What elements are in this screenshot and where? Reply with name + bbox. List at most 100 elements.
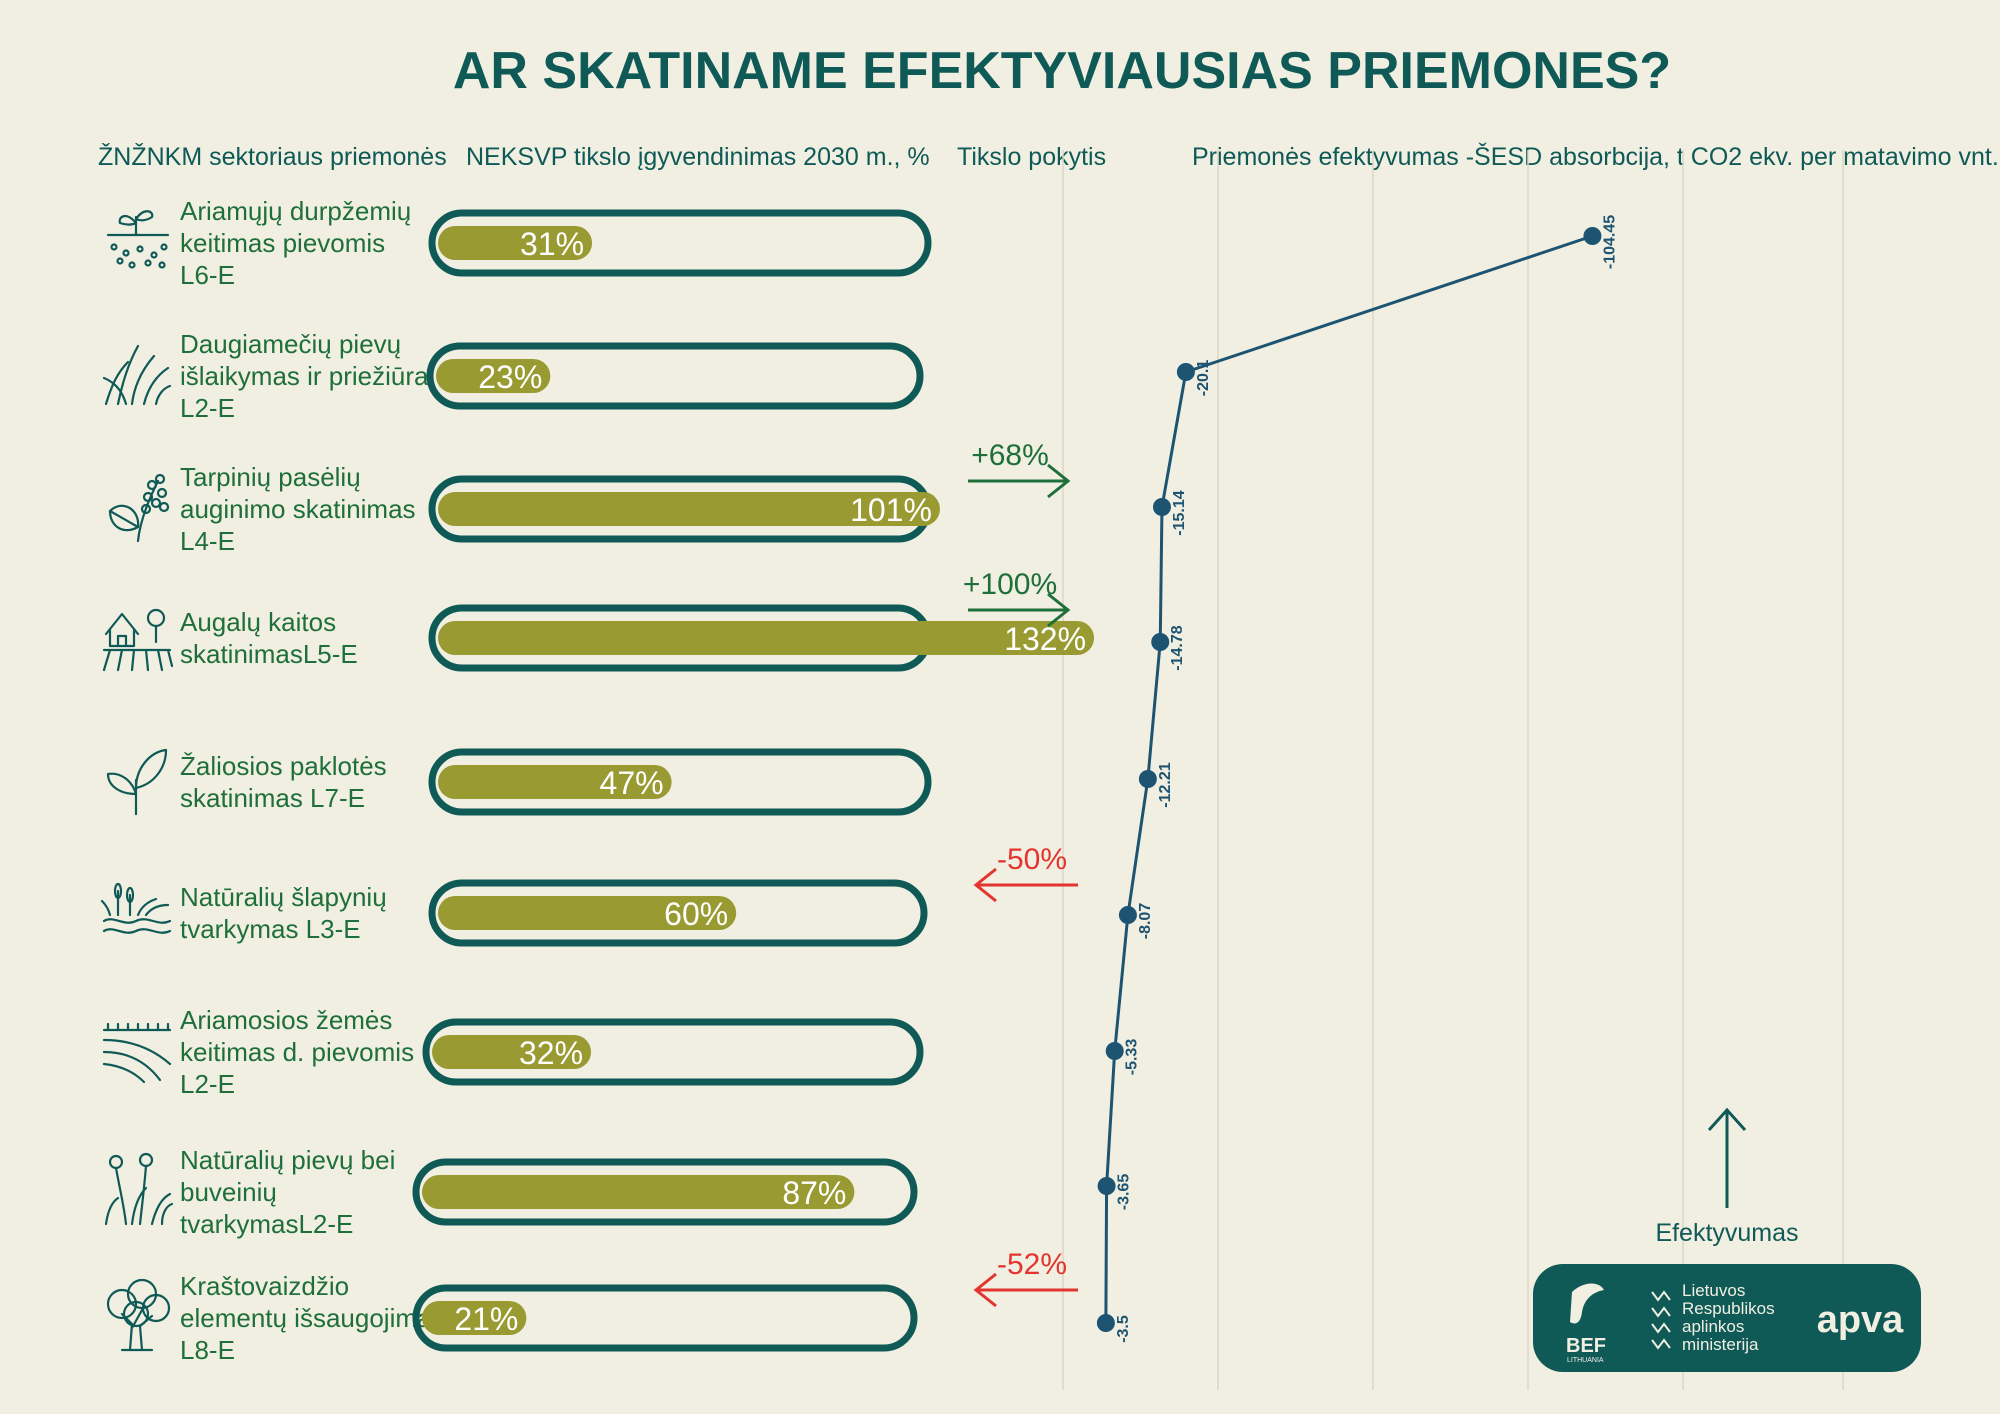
measure-label-line: Ariamosios žemės — [180, 1005, 392, 1035]
goal-bar-frame — [428, 209, 932, 277]
measure-label-line: Natūralių pievų bei — [180, 1145, 395, 1175]
measure-label-line: Natūralių šlapynių — [180, 882, 387, 912]
bef-logo-text: BEF — [1566, 1335, 1606, 1357]
efficiency-point — [1097, 1177, 1116, 1195]
efficiency-point — [1151, 633, 1170, 651]
seedling-icon — [106, 748, 168, 816]
goal-change-label: +68% — [971, 439, 1049, 472]
goal-bar-value-label: 32% — [519, 1035, 583, 1071]
efficiency-value-label: -12.21 — [1157, 762, 1174, 807]
measure-label-line: Tarpinių pasėlių — [180, 462, 361, 492]
goal-bar-value-label: 47% — [600, 765, 664, 801]
measure-label-line: elementų išsaugojimas — [180, 1303, 444, 1333]
goal-bar-fill — [438, 621, 1095, 655]
measure-label-line: Daugiamečių pievų — [180, 329, 401, 359]
goal-change: +68% — [968, 439, 1071, 499]
farm-field-icon — [102, 608, 174, 672]
goal-bar-frame — [428, 879, 928, 947]
measure-label-line: L6-E — [180, 260, 235, 290]
goal-change-arrows: +68% +100% -50% -52% — [963, 439, 1078, 1308]
efficiency-gridlines — [1062, 150, 1844, 1390]
bef-logo: BEF LITHUANIA — [1566, 1283, 1606, 1364]
goal-bar-fill — [432, 1035, 592, 1069]
efficiency-value-label: -104.45 — [1601, 215, 1618, 269]
soil-sprout-icon — [106, 210, 170, 269]
goal-bar-value-label: 21% — [454, 1301, 518, 1337]
efficiency-point — [1118, 906, 1137, 924]
bird-icon — [1570, 1283, 1604, 1324]
efficiency-value-label: -3.5 — [1115, 1315, 1132, 1343]
wetland-icon — [100, 882, 172, 934]
goal-bar-fill — [438, 492, 940, 526]
goal-change: +100% — [963, 568, 1071, 628]
goal-bar-value-label: 101% — [850, 492, 932, 528]
measure-label-line: išlaikymas ir priežiūra — [180, 361, 429, 391]
efficiency-point — [1096, 1314, 1115, 1332]
efficiency-line — [1104, 234, 1593, 1324]
goal-bar-frame — [426, 342, 924, 410]
logo-panel: BEF LITHUANIA Lietuvos Respublikos aplin… — [1533, 1264, 1921, 1372]
grass-icon — [102, 344, 172, 406]
plowed-field-icon — [102, 1022, 172, 1084]
ministry-line: Lietuvos — [1682, 1281, 1745, 1300]
goal-bar-fill — [438, 226, 593, 260]
meadow-flowers-icon — [104, 1152, 174, 1226]
tree-icon — [106, 1278, 171, 1352]
efficiency-point — [1583, 227, 1602, 245]
goal-bar-value-label: 132% — [1004, 621, 1086, 657]
bef-logo-subtext: LITHUANIA — [1567, 1357, 1604, 1364]
efficiency-point — [1138, 770, 1157, 788]
header-measures: ŽNŽNKM sektoriaus priemonės — [98, 142, 447, 171]
efficiency-label: Efektyvumas — [1655, 1219, 1798, 1247]
efficiency-axis-note: Efektyvumas — [1655, 1107, 1799, 1247]
goal-bar-value-label: 87% — [782, 1175, 846, 1211]
arrow-head-icon — [1047, 592, 1071, 628]
measure-label-line: L2-E — [180, 393, 235, 423]
efficiency-point — [1105, 1042, 1124, 1060]
goal-change-label: -52% — [997, 1248, 1067, 1281]
goal-change-label: +100% — [963, 568, 1057, 601]
efficiency-value-label: -14.78 — [1169, 625, 1186, 670]
measure-label-line: Žaliosios paklotės — [180, 751, 387, 781]
plant-leaf-icon — [108, 473, 170, 543]
efficiency-value-label: -15.14 — [1171, 490, 1188, 535]
goal-change: -52% — [973, 1248, 1078, 1308]
arrow-head-icon — [1047, 463, 1071, 499]
goal-bar-frame — [412, 1284, 918, 1352]
measure-label-line: keitimas pievomis — [180, 228, 385, 258]
goal-bar-fill — [436, 359, 551, 393]
ministry-emblem-icon — [1651, 1290, 1671, 1350]
goal-bar-fill — [422, 1175, 855, 1209]
goal-bar-frame — [412, 1158, 918, 1226]
header-goal: NEKSVP tikslo įgyvendinimas 2030 m., % — [466, 143, 930, 171]
arrow-head-icon — [973, 1272, 997, 1308]
ministry-line: ministerija — [1682, 1335, 1759, 1354]
efficiency-value-label: -8.07 — [1137, 903, 1154, 940]
goal-bar-fill — [438, 896, 737, 930]
goal-bar-value-label: 23% — [478, 359, 542, 395]
goal-bar-fill — [438, 765, 672, 799]
ministry-line: aplinkos — [1682, 1317, 1744, 1336]
apva-logo-text: apva — [1817, 1299, 1904, 1341]
measure-row: Natūralių pievų beibuveiniųtvarkymasL2-E… — [104, 1145, 918, 1239]
header-efficiency: Priemonės efektyvumas -ŠESD absorbcija, … — [1192, 142, 1999, 171]
ministry-line: Respublikos — [1682, 1299, 1775, 1318]
goal-change: -50% — [973, 843, 1078, 903]
page-title: AR SKATINAME EFEKTYVIAUSIAS PRIEMONES? — [453, 42, 1671, 100]
measure-label-line: buveinių — [180, 1177, 277, 1207]
efficiency-value-label: -5.33 — [1124, 1039, 1141, 1076]
measure-label-line: auginimo skatinimas — [180, 494, 416, 524]
goal-bar-value-label: 31% — [520, 226, 584, 262]
measure-label-line: keitimas d. pievomis — [180, 1037, 414, 1067]
goal-bar-frame — [428, 748, 932, 816]
measure-label-line: tvarkymasL2-E — [180, 1209, 353, 1239]
header-change: Tikslo pokytis — [957, 143, 1106, 171]
